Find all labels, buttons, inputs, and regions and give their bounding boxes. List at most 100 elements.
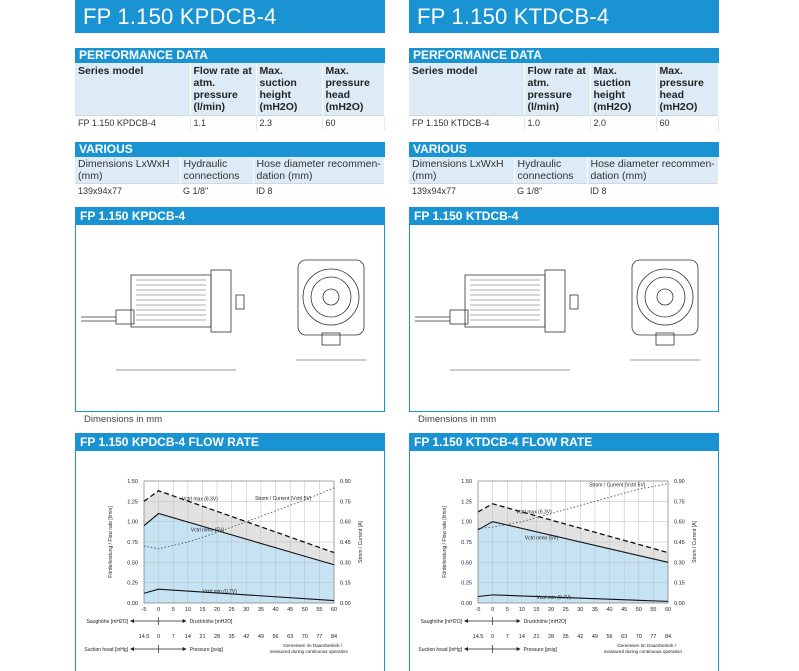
x-tick-label: 0: [491, 607, 494, 613]
y-tick-label: 0.00: [461, 601, 472, 607]
pump-front-view: [630, 259, 700, 361]
x2-tick-label: 14.5: [473, 634, 484, 640]
front-ring: [302, 268, 360, 326]
perf-cell-flow: 1.1: [190, 115, 257, 130]
front-foot: [321, 332, 341, 346]
arrow-head: [182, 647, 187, 651]
x2-tick-label: 70: [636, 634, 642, 640]
x-tick-label: 35: [258, 607, 264, 613]
x-tick-label: 10: [519, 607, 525, 613]
table-row: FP 1.150 KTDCB-4 1.0 2.0 60: [409, 115, 719, 130]
y2-tick-label: 0.75: [674, 499, 685, 505]
x-tick-label: 35: [592, 607, 598, 613]
y-tick-label: 1.25: [127, 499, 138, 505]
perf-header-model: Series model: [75, 63, 191, 116]
various-cell-hose: ID 8: [253, 183, 385, 198]
y-tick-label: 0.75: [461, 540, 472, 546]
x-tick-label: 40: [272, 607, 278, 613]
front-port: [322, 288, 340, 306]
x2-tick-label: 49: [258, 634, 264, 640]
perf-cell-model: FP 1.150 KTDCB-4: [409, 115, 525, 130]
x-tick-label: 40: [606, 607, 612, 613]
y2-tick-label: 0.90: [340, 479, 351, 485]
x2-tick-label: 21: [199, 634, 205, 640]
x-tick-label: 20: [214, 607, 220, 613]
y-tick-label: 0.75: [127, 540, 138, 546]
measurement-note: Gemessen im Dauerbetrieb /: [617, 643, 676, 648]
front-ring: [310, 276, 352, 318]
y-tick-label: 0.50: [461, 560, 472, 566]
various-header-hose: Hose diameter recommen-dation (mm): [587, 157, 719, 184]
x-tick-label: 30: [243, 607, 249, 613]
perf-header-pressure: Max. pressure head (mH2O): [656, 63, 719, 116]
x2-axis-label-negative: Suction head [inHg]: [84, 647, 128, 653]
table-row: 139x94x77 G 1/8" ID 8: [409, 183, 719, 198]
perf-cell-suction: 2.3: [256, 115, 323, 130]
arrow-head: [516, 647, 521, 651]
various-section: VARIOUS Dimensions LxWxH (mm) Hydraulic …: [75, 142, 385, 198]
flow-rate-box: FP 1.150 KPDCB-4 FLOW RATE Vctrl max (6.…: [75, 433, 385, 671]
x2-tick-label: 14.5: [139, 634, 150, 640]
perf-header-pressure: Max. pressure head (mH2O): [322, 63, 385, 116]
x-tick-label: 20: [548, 607, 554, 613]
product-column-ktdcb: FP 1.150 KTDCB-4 PERFORMANCE DATA Series…: [409, 0, 719, 671]
x2-tick-label: 70: [302, 634, 308, 640]
series-label: Vctrl nenn (5V): [191, 527, 225, 533]
y2-tick-label: 0.60: [340, 520, 351, 526]
pump-head: [210, 269, 232, 333]
pump-side-view: [415, 269, 579, 371]
y-tick-label: 1.50: [461, 479, 472, 485]
various-table: Dimensions LxWxH (mm) Hydraulic connecti…: [409, 157, 719, 198]
series-label: Vctrl nenn (5V): [525, 536, 559, 542]
measurement-note: Gemessen im Dauerbetrieb /: [283, 643, 342, 648]
x2-tick-label: 14: [185, 634, 191, 640]
performance-heading: PERFORMANCE DATA: [75, 48, 385, 63]
x-axis-label-negative: Saughöhe [mH2O]: [421, 619, 463, 625]
y-tick-label: 1.00: [461, 520, 472, 526]
x2-axis-label: Pressure [psig]: [190, 647, 224, 653]
x2-tick-label: 35: [229, 634, 235, 640]
various-cell-hose: ID 8: [587, 183, 719, 198]
port-fitting: [235, 294, 245, 310]
product-column-kpdcb: FP 1.150 KPDCB-4 PERFORMANCE DATA Series…: [75, 0, 385, 671]
series-label: Vctrl max (6.3V): [516, 510, 552, 516]
perf-cell-suction: 2.0: [590, 115, 657, 130]
table-row: FP 1.150 KPDCB-4 1.1 2.3 60: [75, 115, 385, 130]
series-line-vctrl-min: [143, 588, 335, 602]
perf-header-suction: Max. suction height (mH2O): [590, 63, 657, 116]
flow-rate-box: FP 1.150 KTDCB-4 FLOW RATE Vctrl max (6.…: [409, 433, 719, 671]
arrow-head: [182, 619, 187, 623]
y-tick-label: 1.50: [127, 479, 138, 485]
x-tick-label: 25: [229, 607, 235, 613]
y-tick-label: 0.00: [127, 601, 138, 607]
x-tick-label: 55: [650, 607, 656, 613]
x2-tick-label: 28: [548, 634, 554, 640]
perf-cell-pressure: 60: [322, 115, 385, 130]
measurement-note: measured during continuous operation: [270, 649, 349, 654]
performance-section: PERFORMANCE DATA Series model Flow rate …: [75, 48, 385, 130]
y2-tick-label: 0.60: [674, 520, 685, 526]
perf-header-model: Series model: [409, 63, 525, 116]
y2-tick-label: 0.00: [674, 601, 685, 607]
y2-tick-label: 0.15: [340, 581, 351, 587]
performance-heading: PERFORMANCE DATA: [409, 48, 719, 63]
y2-tick-label: 0.45: [674, 540, 685, 546]
front-port: [656, 288, 674, 306]
performance-section: PERFORMANCE DATA Series model Flow rate …: [409, 48, 719, 130]
area-between-max-nominal: [478, 503, 668, 563]
y-tick-label: 0.50: [127, 560, 138, 566]
x2-tick-label: 56: [606, 634, 612, 640]
y2-tick-label: 0.75: [340, 499, 351, 505]
pump-drawing-image: [81, 259, 366, 371]
various-header-hydraulic: Hydraulic connections: [180, 157, 254, 184]
flow-heading: FP 1.150 KTDCB-4 FLOW RATE: [410, 434, 718, 451]
arrow-head: [130, 647, 134, 651]
x2-tick-label: 7: [172, 634, 175, 640]
y-axis-label: Förderleistung / Flow rate [l/min]: [108, 506, 114, 578]
flow-heading: FP 1.150 KPDCB-4 FLOW RATE: [76, 434, 384, 451]
perf-cell-pressure: 60: [656, 115, 719, 130]
dimensions-note: Dimensions in mm: [84, 414, 163, 425]
performance-table: Series model Flow rate at atm. pressure …: [409, 63, 719, 130]
x2-tick-label: 0: [491, 634, 494, 640]
arrow-head: [464, 619, 468, 623]
